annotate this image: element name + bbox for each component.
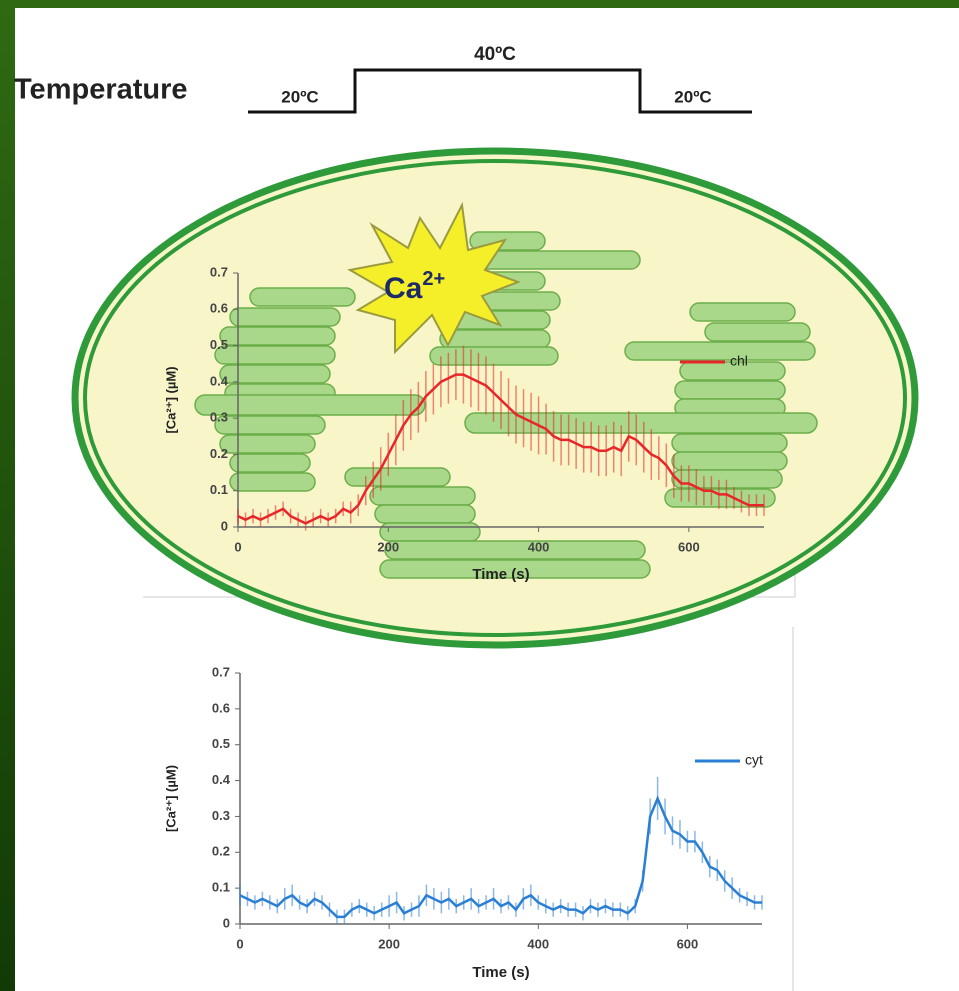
x-tick-label: 400 [528, 539, 550, 554]
y-tick-label: 0 [223, 915, 230, 930]
temp-high: 40ºC [474, 44, 516, 65]
y-tick-label: 0.2 [212, 844, 230, 859]
y-axis-label: [Ca²⁺] (µM) [163, 366, 178, 433]
ion-charge: 2+ [422, 268, 445, 290]
y-tick-label: 0.4 [210, 373, 229, 388]
legend-label: cyt [745, 752, 763, 768]
temp-low: 20ºC [674, 87, 711, 106]
y-tick-label: 0.3 [212, 808, 230, 823]
temperature-label: Temperature [14, 74, 188, 106]
y-tick-label: 0.2 [210, 446, 228, 461]
y-tick-label: 0.1 [212, 880, 230, 895]
y-tick-label: 0.1 [210, 482, 228, 497]
x-tick-label: 0 [234, 539, 241, 554]
x-tick-label: 200 [377, 539, 399, 554]
x-tick-label: 0 [236, 936, 243, 951]
y-tick-label: 0.5 [212, 736, 230, 751]
x-tick-label: 400 [527, 936, 549, 951]
y-tick-label: 0.6 [210, 301, 228, 316]
y-tick-label: 0.7 [212, 664, 230, 679]
x-tick-label: 600 [678, 539, 700, 554]
y-tick-label: 0.5 [210, 337, 228, 352]
y-axis-label: [Ca²⁺] (µM) [163, 765, 178, 832]
ion-symbol: Ca [384, 272, 423, 305]
legend-label: chl [730, 353, 748, 369]
y-tick-label: 0.4 [212, 772, 231, 787]
y-tick-label: 0 [221, 518, 228, 533]
x-tick-label: 600 [677, 936, 699, 951]
x-tick-label: 200 [378, 936, 400, 951]
y-tick-label: 0.7 [210, 264, 228, 279]
y-tick-label: 0.3 [210, 410, 228, 425]
x-axis-label: Time (s) [472, 964, 529, 981]
figure: Temperature 20ºC 40ºC 20ºC [0, 0, 959, 991]
temp-low: 20ºC [281, 87, 318, 106]
y-tick-label: 0.6 [212, 700, 230, 715]
x-axis-label: Time (s) [472, 566, 529, 583]
